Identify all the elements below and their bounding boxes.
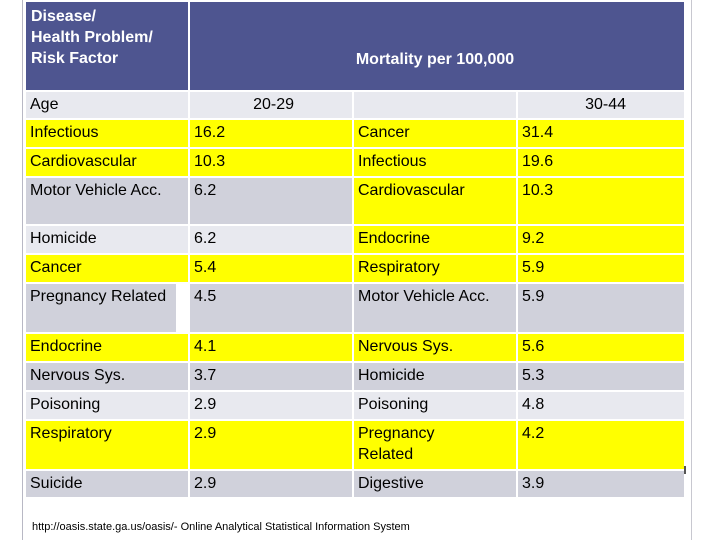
age-20-29-rate: 6.2 — [190, 226, 352, 253]
age-label: Age — [26, 92, 188, 118]
age-30-44-rate: 5.9 — [518, 284, 684, 332]
age-30-44-disease: Digestive — [354, 471, 516, 497]
age-20-29-disease: Infectious — [26, 120, 188, 147]
age-group-spacer — [354, 92, 516, 118]
age-30-44-disease: Respiratory — [354, 255, 516, 282]
age-20-29-disease: Nervous Sys. — [26, 363, 188, 390]
age-20-29-rate: 3.7 — [190, 363, 352, 390]
slide-left-edge — [0, 0, 23, 540]
age-group-20-29: 20-29 — [190, 92, 352, 118]
age-30-44-rate: 4.2 — [518, 421, 684, 469]
age-30-44-rate: 5.9 — [518, 255, 684, 282]
age-30-44-disease: Infectious — [354, 149, 516, 176]
age-30-44-rate: 19.6 — [518, 149, 684, 176]
age-30-44-disease: Nervous Sys. — [354, 334, 516, 361]
slide-right-edge — [691, 0, 720, 540]
age-20-29-disease: Cancer — [26, 255, 188, 282]
age-20-29-disease: Cardiovascular — [26, 149, 188, 176]
age-20-29-disease: Motor Vehicle Acc. — [26, 178, 188, 224]
age-20-29-disease: Pregnancy Related — [26, 284, 176, 332]
age-30-44-rate: 9.2 — [518, 226, 684, 253]
age-30-44-disease: Poisoning — [354, 392, 516, 419]
age-30-44-rate: 10.3 — [518, 178, 684, 224]
age-30-44-disease: Cardiovascular — [354, 178, 516, 224]
source-citation: http://oasis.state.ga.us/oasis/- Online … — [32, 521, 410, 533]
slide-marker — [684, 466, 686, 474]
age-20-29-disease: Respiratory — [26, 421, 188, 469]
age-30-44-rate: 5.6 — [518, 334, 684, 361]
age-20-29-rate: 10.3 — [190, 149, 352, 176]
age-20-29-disease: Suicide — [26, 471, 188, 497]
age-20-29-rate: 4.1 — [190, 334, 352, 361]
age-20-29-disease: Endocrine — [26, 334, 188, 361]
age-30-44-disease: Cancer — [354, 120, 516, 147]
header-mortality-label: Mortality per 100,000 — [190, 2, 684, 90]
age-20-29-disease: Homicide — [26, 226, 188, 253]
age-20-29-rate: 6.2 — [190, 178, 352, 224]
age-20-29-rate: 2.9 — [190, 421, 352, 469]
age-20-29-rate: 5.4 — [190, 255, 352, 282]
age-20-29-rate: 2.9 — [190, 471, 352, 497]
age-20-29-rate: 16.2 — [190, 120, 352, 147]
age-30-44-rate: 31.4 — [518, 120, 684, 147]
age-30-44-rate: 4.8 — [518, 392, 684, 419]
age-20-29-rate: 2.9 — [190, 392, 352, 419]
age-30-44-disease: Pregnancy Related — [354, 421, 516, 469]
age-20-29-rate: 4.5 — [190, 284, 352, 332]
age-30-44-disease: Motor Vehicle Acc. — [354, 284, 516, 332]
age-30-44-rate: 3.9 — [518, 471, 684, 497]
header-disease-label: Disease/ Health Problem/ Risk Factor — [26, 2, 188, 90]
age-30-44-rate: 5.3 — [518, 363, 684, 390]
age-30-44-disease: Homicide — [354, 363, 516, 390]
age-group-30-44: 30-44 — [518, 92, 684, 118]
age-30-44-disease: Endocrine — [354, 226, 516, 253]
age-20-29-disease: Poisoning — [26, 392, 188, 419]
